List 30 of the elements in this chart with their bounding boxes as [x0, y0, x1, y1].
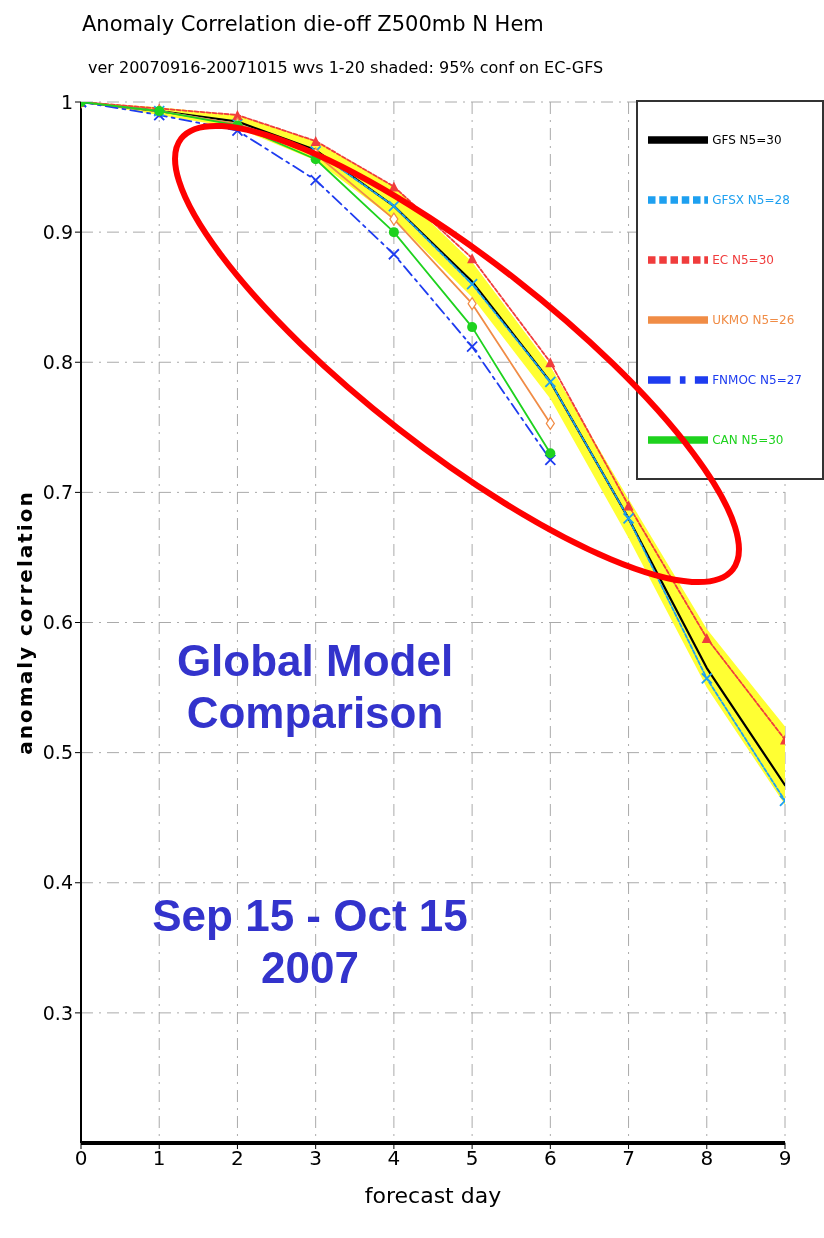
x-axis-title: forecast day	[364, 1183, 502, 1208]
x-tick-label: 9	[778, 1146, 792, 1171]
legend-label: CAN N5=30	[712, 432, 784, 447]
y-tick-label: 1	[60, 90, 73, 113]
x-tick-label: 8	[700, 1146, 714, 1171]
chart-subtitle: ver 20070916-20071015 wvs 1-20 shaded: 95% conf on EC-GFS	[88, 58, 604, 77]
legend-label: FNMOC N5=27	[712, 372, 802, 387]
legend-label: UKMO N5=26	[712, 312, 795, 327]
x-tick-label: 6	[543, 1146, 557, 1171]
x-tick-label: 5	[465, 1146, 479, 1171]
x-tick-label: 0	[74, 1146, 88, 1171]
x-tick-label: 3	[309, 1146, 323, 1171]
annotation: Global Model Comparison	[175, 635, 455, 739]
y-tick-label: 0.9	[42, 220, 73, 243]
legend-label: GFSX N5=28	[712, 192, 790, 207]
legend-label: EC N5=30	[712, 252, 774, 267]
y-tick-label: 0.6	[42, 611, 73, 634]
y-tick-label: 0.5	[42, 741, 73, 764]
x-tick-label: 7	[622, 1146, 635, 1171]
x-tick-label: 1	[152, 1146, 166, 1171]
chart-title: Anomaly Correlation die-off Z500mb N Hem	[82, 12, 544, 36]
y-tick-label: 0.8	[42, 350, 73, 373]
y-axis-title: anomaly correlation	[13, 490, 38, 755]
x-tick-label: 4	[387, 1146, 401, 1171]
y-tick-label: 0.7	[42, 481, 73, 504]
y-tick-label: 0.3	[42, 1001, 73, 1024]
annotation: Sep 15 - Oct 15 2007	[151, 890, 469, 994]
y-tick-label: 0.4	[42, 871, 73, 894]
x-tick-label: 2	[231, 1146, 244, 1171]
legend-label: GFS N5=30	[712, 132, 782, 147]
